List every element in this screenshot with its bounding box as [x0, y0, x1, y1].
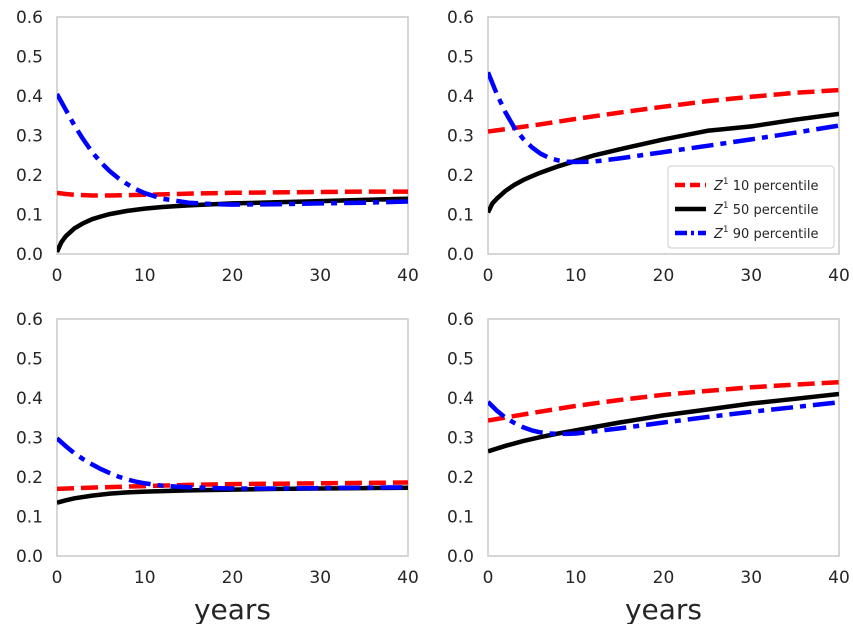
y-tick-label: 0.2: [16, 166, 43, 186]
x-tick-label: 40: [397, 266, 419, 286]
x-tick-label: 40: [397, 568, 419, 588]
y-tick-label: 0.6: [16, 310, 43, 330]
y-tick-label: 0.3: [16, 127, 43, 147]
panel-top-right: 0.0 0.1 0.2 0.3 0.4 0.5 0.6 0 10 20 30 40 Z1 10 perc…: [447, 8, 850, 286]
legend-box: [667, 165, 835, 249]
x-tick-label: 20: [653, 266, 675, 286]
y-tick-label: 0.0: [447, 547, 474, 567]
x-tick-label: 0: [483, 266, 494, 286]
plot-frame: [56, 16, 409, 255]
legend: Z1 10 percentile Z1 50 percentile Z1 90 pe…: [667, 165, 835, 249]
series-line-p50: [57, 485, 408, 505]
x-tick-label: 20: [653, 568, 675, 588]
legend-label-p50: Z1 50 percentile: [713, 201, 818, 218]
y-tick-label: 0.3: [447, 429, 474, 449]
y-tick-label: 0.5: [16, 48, 43, 68]
x-tick-label: 40: [828, 266, 850, 286]
y-tick-label: 0.4: [447, 389, 474, 409]
y-tick-label: 0.4: [447, 87, 474, 107]
y-tick-label: 0.0: [16, 245, 43, 265]
y-tick-label: 0.4: [16, 87, 43, 107]
x-axis-label: years: [194, 593, 271, 624]
series-group: [488, 379, 839, 454]
series-line-p50: [488, 391, 839, 454]
x-tick-label: 30: [740, 266, 762, 286]
y-tick-label: 0.5: [16, 350, 43, 370]
x-tick-label: 10: [565, 568, 587, 588]
y-tick-label: 0.3: [16, 429, 43, 449]
series-line-p90: [57, 92, 408, 207]
series-line-p10: [488, 379, 839, 423]
x-tick-label: 20: [222, 266, 244, 286]
panel-top-left: 0.0 0.1 0.2 0.3 0.4 0.5 0.6 0 10 20 30 40: [16, 8, 419, 286]
x-tick-label: 30: [309, 266, 331, 286]
y-tick-label: 0.4: [16, 389, 43, 409]
y-tick-label: 0.1: [16, 206, 43, 226]
y-tick-label: 0.2: [447, 166, 474, 186]
legend-label-p10: Z1 10 percentile: [713, 177, 818, 194]
y-tick-label: 0.5: [447, 350, 474, 370]
y-tick-label: 0.6: [447, 8, 474, 28]
y-tick-label: 0.3: [447, 127, 474, 147]
y-tick-label: 0.0: [447, 245, 474, 265]
y-tick-label: 0.0: [16, 547, 43, 567]
series-line-p10: [57, 480, 408, 492]
series-group: [57, 92, 408, 253]
y-tick-label: 0.2: [447, 468, 474, 488]
y-tick-label: 0.6: [16, 8, 43, 28]
x-tick-label: 40: [828, 568, 850, 588]
x-tick-label: 0: [483, 568, 494, 588]
series-line-p50: [488, 111, 839, 214]
series-line-p90: [488, 71, 839, 165]
x-tick-label: 10: [134, 266, 156, 286]
y-tick-label: 0.6: [447, 310, 474, 330]
series-group: [488, 71, 839, 214]
x-tick-label: 0: [52, 568, 63, 588]
series-line-p90: [57, 436, 408, 491]
x-tick-label: 10: [134, 568, 156, 588]
x-tick-label: 30: [740, 568, 762, 588]
x-tick-label: 20: [222, 568, 244, 588]
x-tick-label: 10: [565, 266, 587, 286]
series-group: [57, 436, 408, 505]
series-line-p10: [488, 87, 839, 134]
legend-label-p90: Z1 90 percentile: [713, 225, 818, 242]
x-tick-label: 0: [52, 266, 63, 286]
y-tick-label: 0.2: [16, 468, 43, 488]
panel-bottom-left: 0.0 0.1 0.2 0.3 0.4 0.5 0.6 0 10 20 30 40 years: [16, 310, 419, 624]
y-tick-label: 0.1: [16, 508, 43, 528]
series-line-p10: [57, 189, 408, 198]
panel-bottom-right: 0.0 0.1 0.2 0.3 0.4 0.5 0.6 0 10 20 30 40 years: [447, 310, 850, 624]
x-tick-label: 30: [309, 568, 331, 588]
y-tick-label: 0.5: [447, 48, 474, 68]
plot-frame: [56, 318, 409, 557]
y-tick-label: 0.1: [447, 508, 474, 528]
y-tick-label: 0.1: [447, 206, 474, 226]
x-axis-label: years: [625, 593, 702, 624]
series-line-p90: [488, 400, 839, 437]
